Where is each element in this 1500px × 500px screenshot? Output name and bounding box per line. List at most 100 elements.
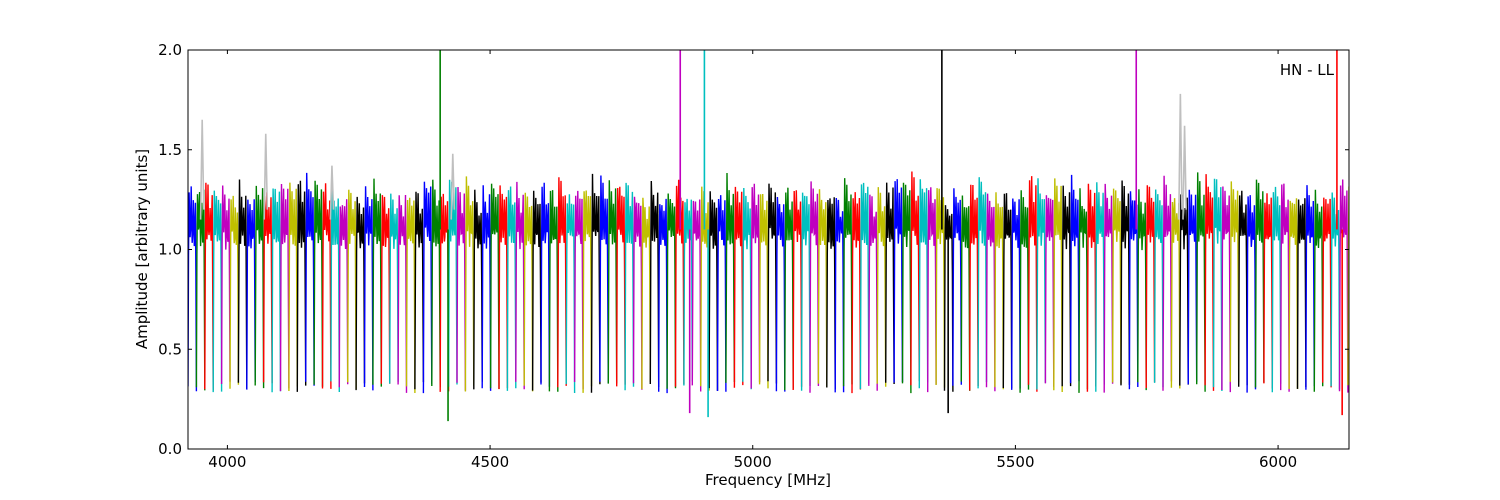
channel-series-line — [1061, 185, 1072, 387]
channel-series-line — [1263, 193, 1274, 389]
channel-series-line — [355, 196, 366, 391]
channel-series-line — [565, 194, 576, 394]
channel-series-line — [1296, 198, 1307, 389]
plot-annotation-label: HN - LL — [1280, 61, 1335, 79]
channel-series-line — [868, 194, 878, 391]
channel-series-line — [405, 197, 416, 394]
channel-series-line — [1279, 183, 1290, 392]
channel-series-line — [330, 189, 340, 393]
channel-series-line — [817, 189, 828, 388]
channel-series-line — [372, 178, 382, 387]
channel-series-line — [1271, 186, 1282, 393]
channel-series-line — [1044, 195, 1055, 387]
channel-series-line — [641, 197, 651, 390]
channel-series-line — [296, 180, 307, 392]
channel-series-line — [431, 179, 441, 388]
channel-series-line — [1120, 180, 1131, 386]
x-tick-label: 4000 — [208, 453, 246, 471]
channel-series-line — [481, 185, 492, 391]
channel-series-line — [1145, 185, 1156, 389]
channel-series-line — [809, 181, 820, 393]
channel-series-line — [220, 185, 231, 385]
channel-series-line — [784, 187, 794, 391]
channel-series-line — [422, 181, 433, 394]
channel-series-line — [288, 182, 298, 392]
channel-series-line — [960, 195, 971, 391]
channel-series-line — [969, 184, 979, 391]
channel-series-line — [1095, 182, 1105, 392]
channel-series-line — [229, 195, 240, 389]
y-axis-label: Amplitude [arbitrary units] — [133, 149, 151, 349]
x-tick-label: 5500 — [996, 453, 1034, 471]
channel-series-line — [237, 179, 248, 389]
channel-series-line — [498, 185, 509, 390]
background-trace-peak — [263, 133, 269, 220]
channel-series-line — [271, 188, 282, 393]
background-trace-peak — [1182, 125, 1187, 220]
channel-series-line — [188, 186, 198, 392]
x-tick-label: 4500 — [471, 453, 509, 471]
channel-series-line — [523, 192, 534, 392]
channel-series-line — [1002, 193, 1013, 389]
channel-series-line — [1086, 183, 1097, 392]
channel-series-line — [910, 171, 920, 386]
channel-series-line — [977, 177, 988, 389]
channel-series-line — [456, 186, 467, 391]
channel-series-line — [859, 182, 870, 390]
channel-series-line — [927, 187, 937, 393]
y-tick-label: 0.5 — [158, 340, 182, 358]
channel-series-line — [1036, 178, 1047, 390]
channel-series-line — [1069, 174, 1080, 384]
background-trace-peak — [450, 153, 456, 220]
channel-series-line — [742, 187, 752, 390]
channel-series-line — [195, 189, 206, 391]
channel-series-line — [347, 189, 357, 390]
channel-series-line — [893, 179, 904, 383]
channel-series-line — [548, 190, 559, 392]
channel-series-line — [607, 180, 618, 384]
y-tick-label: 1.5 — [158, 141, 182, 159]
channel-series-line — [842, 178, 853, 387]
channel-series-line — [666, 193, 677, 389]
channel-series-line — [725, 172, 736, 383]
channel-series-line — [573, 190, 584, 390]
channel-series-line — [1254, 179, 1265, 388]
channel-series-line — [338, 199, 349, 388]
channel-series-line — [599, 175, 609, 384]
channel-series-line — [540, 182, 551, 387]
channel-series-line — [246, 199, 256, 390]
channel-series-line — [414, 191, 425, 390]
channel-series-line — [1221, 186, 1232, 393]
channel-series-line — [632, 196, 643, 390]
x-axis-label: Frequency [MHz] — [705, 471, 831, 489]
channel-series-line — [363, 186, 374, 391]
channel-series-line — [750, 183, 761, 389]
y-tick-label: 1.0 — [158, 241, 182, 259]
channel-series-line — [952, 188, 962, 386]
channel-series-line — [935, 188, 946, 388]
channel-series-line — [758, 193, 769, 389]
channel-series-line — [767, 183, 778, 384]
channel-series-line — [313, 180, 324, 387]
background-trace-peak — [329, 165, 335, 220]
channel-series-line — [380, 195, 391, 384]
channel-series-line — [901, 182, 912, 394]
channel-series-line — [506, 186, 517, 391]
channel-series-line — [1011, 198, 1021, 390]
channel-series-line — [582, 190, 593, 393]
channel-series-line — [1187, 189, 1198, 385]
channel-series-line — [616, 186, 626, 387]
channel-series-line — [204, 182, 214, 391]
channel-series-line — [1111, 188, 1122, 384]
y-axis-ticks: 0.0 0.5 1.0 1.5 2.0 — [158, 41, 1349, 458]
x-tick-label: 6000 — [1259, 453, 1297, 471]
channel-series-line — [792, 190, 803, 391]
channel-series-line — [826, 197, 836, 390]
background-trace-peak — [1177, 93, 1183, 220]
channel-series-line — [1321, 197, 1332, 388]
channel-series-line — [1137, 189, 1147, 391]
channel-series-line — [1338, 179, 1349, 393]
channel-series-line — [590, 173, 601, 393]
channel-series-line — [254, 185, 265, 389]
